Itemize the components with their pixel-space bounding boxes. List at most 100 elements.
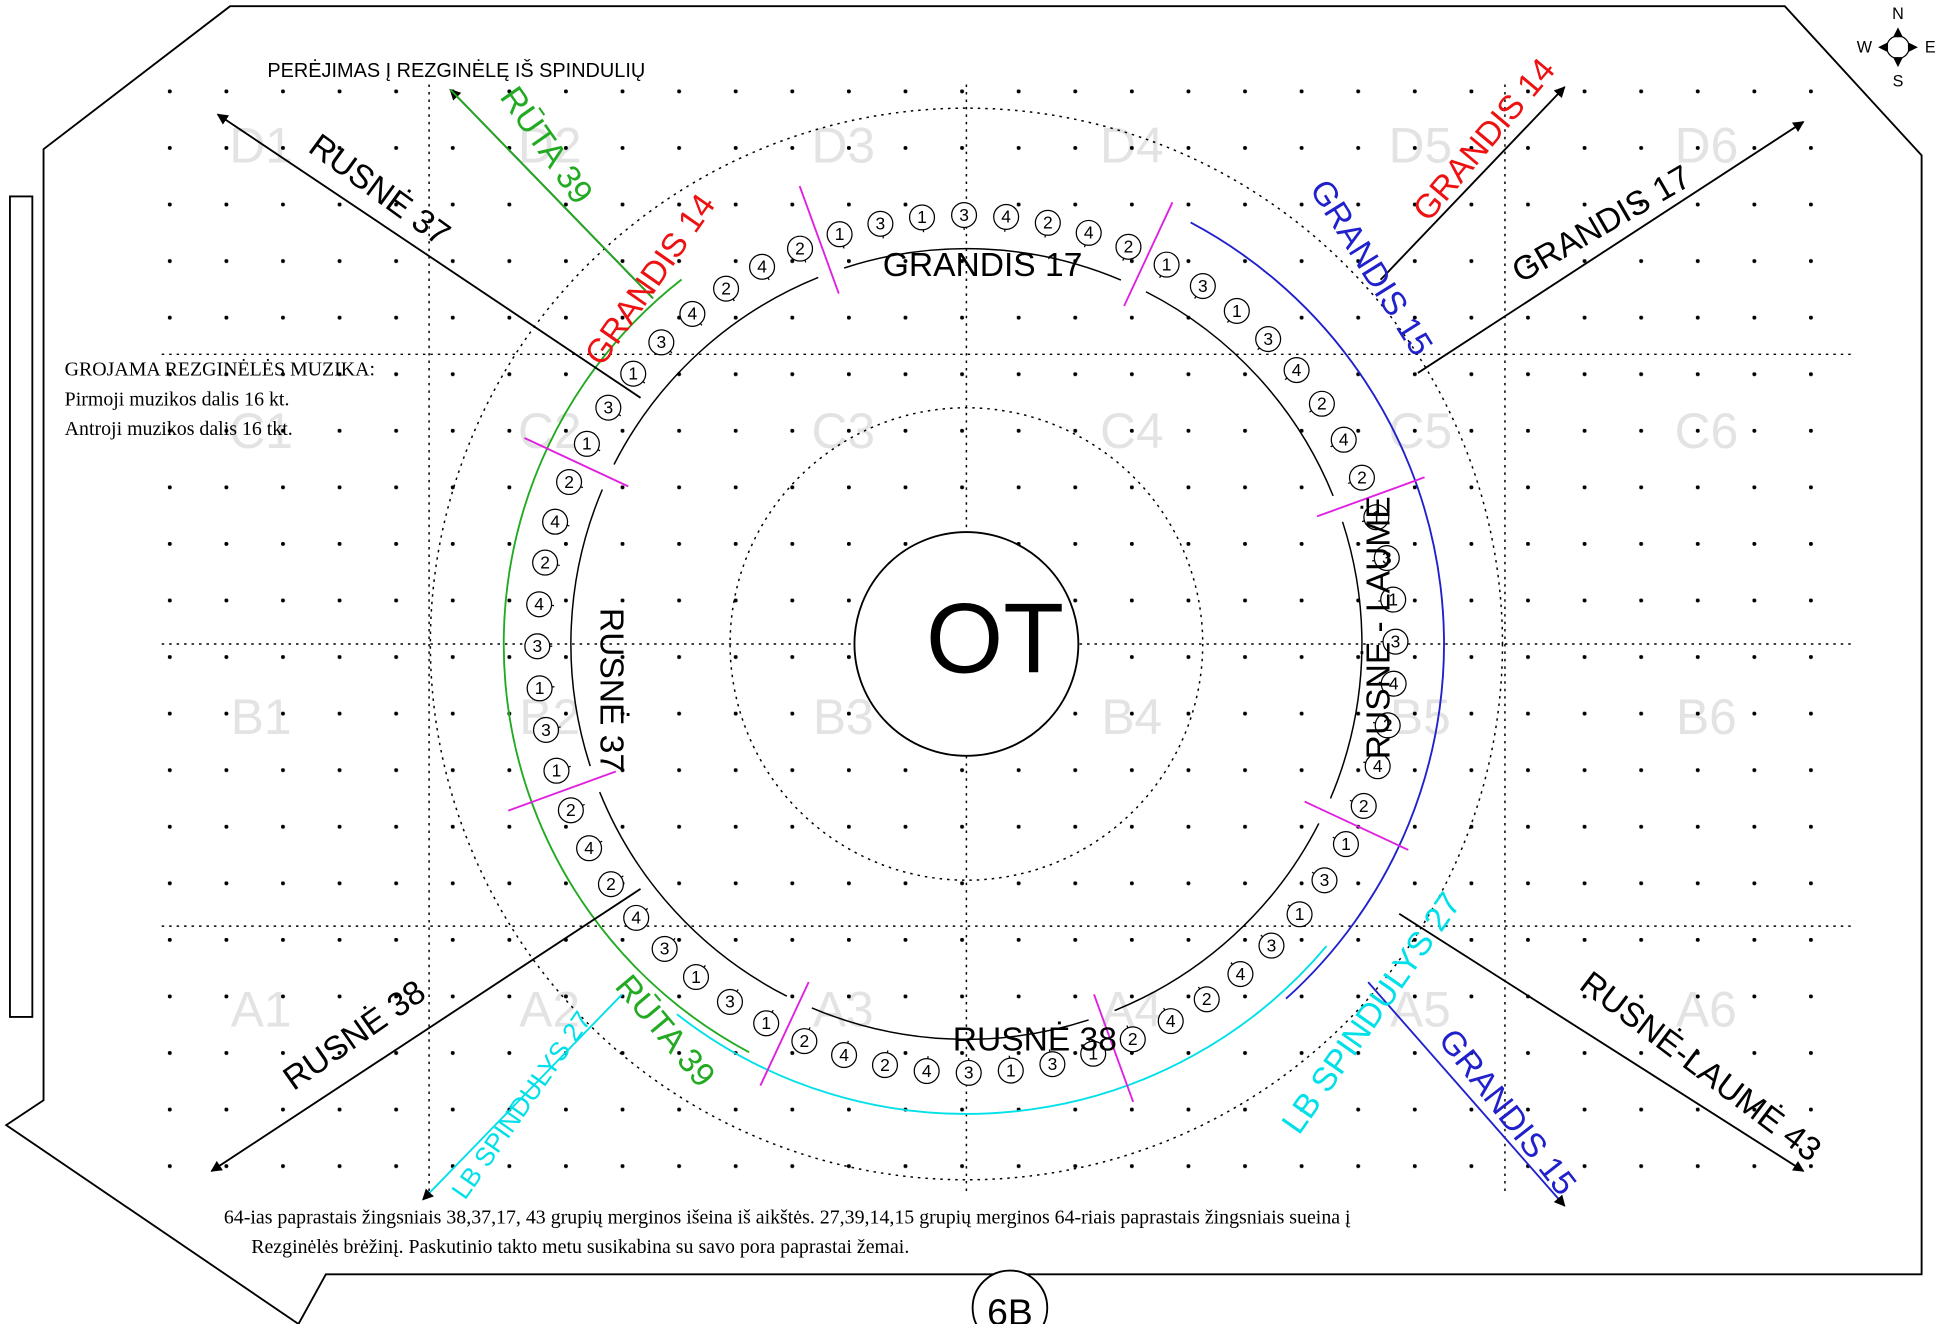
arc xyxy=(843,247,1122,281)
divider xyxy=(507,770,617,812)
group-label: RUSNĖ 37 xyxy=(593,608,630,772)
dancer xyxy=(1189,273,1216,300)
dancer xyxy=(716,988,744,1015)
dancer-number: 4 xyxy=(1373,756,1383,776)
music-note: Pirmoji muzikos dalis 16 kt. xyxy=(65,388,290,410)
dancer-number: 4 xyxy=(1389,674,1399,694)
dancer-number: 2 xyxy=(566,800,576,820)
dancer-number: 1 xyxy=(582,434,592,454)
side-bar xyxy=(9,195,34,1018)
dancer xyxy=(1153,251,1180,278)
dancer xyxy=(679,300,706,327)
dancer-number: 1 xyxy=(535,678,545,698)
dancer-number: 3 xyxy=(603,397,613,417)
dancer-number: 3 xyxy=(656,332,666,352)
dancer-number: 3 xyxy=(1391,631,1401,651)
dancer-number: 2 xyxy=(1043,213,1053,233)
footer-note: 64-ias paprastais žingsniais 38,37,17, 4… xyxy=(224,1206,1351,1228)
dancer-ring: 13 1 3 4 24213134242131342421313424213134242… xyxy=(507,185,1425,1103)
dancer-number: 4 xyxy=(688,304,698,324)
frame xyxy=(4,5,1923,1324)
dancer-number: 3 xyxy=(1048,1054,1058,1074)
dancer xyxy=(1075,219,1102,246)
arrows xyxy=(210,86,1805,1207)
music-note: Antroji muzikos dalis 16 tkt. xyxy=(65,418,293,440)
dancer xyxy=(1157,1008,1184,1035)
dancer-number: 4 xyxy=(1166,1011,1176,1031)
dancer-number: 3 xyxy=(660,939,670,959)
divider xyxy=(1316,476,1425,518)
dancer-number: 2 xyxy=(795,238,805,258)
page-label: 6B xyxy=(987,1291,1033,1324)
compass-n: N xyxy=(1892,5,1904,23)
dancer xyxy=(576,835,603,862)
dancer xyxy=(1364,753,1391,780)
group-label: GRANDIS 17 xyxy=(883,247,1083,284)
dancer xyxy=(1034,209,1061,236)
dancer-number: 1 xyxy=(1006,1060,1016,1080)
dancer xyxy=(955,1059,982,1086)
dancer-number: 3 xyxy=(1198,276,1208,296)
dancer xyxy=(1380,586,1407,613)
dancer-number: 1 xyxy=(1232,301,1242,321)
dancer xyxy=(1382,628,1409,655)
dancer-number: 4 xyxy=(922,1061,932,1081)
dancer xyxy=(1308,390,1335,417)
divider xyxy=(524,437,629,488)
dancer-number: 3 xyxy=(541,720,551,740)
dancer xyxy=(573,430,600,457)
dancer-number: 2 xyxy=(1357,468,1367,488)
dancer-number: 1 xyxy=(1162,254,1172,274)
dancer-number: 4 xyxy=(550,512,560,532)
dancer-number: 1 xyxy=(1372,507,1382,527)
divider xyxy=(798,185,840,294)
dancer xyxy=(620,360,647,387)
dancer xyxy=(682,963,710,991)
dancer xyxy=(913,1057,940,1085)
arc xyxy=(598,791,788,997)
dancer xyxy=(623,904,650,931)
dancer-number: 1 xyxy=(1088,1044,1098,1064)
arc xyxy=(1114,823,1320,1012)
dancer xyxy=(1330,426,1357,453)
dancer-number: 4 xyxy=(631,908,641,928)
dancer xyxy=(831,1042,858,1069)
dancer xyxy=(791,1028,818,1055)
compass-e: E xyxy=(1925,39,1936,57)
dancer-number: 2 xyxy=(540,552,550,572)
dancer xyxy=(1193,986,1220,1013)
dancer-number: 4 xyxy=(534,594,544,614)
dancer xyxy=(908,204,936,231)
dancer-number: 1 xyxy=(917,207,927,227)
dancer xyxy=(556,468,583,496)
dancer xyxy=(557,797,584,824)
dancer xyxy=(749,253,776,280)
footer-note: Rezginėlės brėžinį. Paskutinio takto met… xyxy=(251,1236,909,1258)
compass-s: S xyxy=(1893,72,1904,90)
divider xyxy=(1093,994,1135,1103)
dancer xyxy=(753,1010,780,1037)
dancer xyxy=(1311,867,1338,894)
arc xyxy=(676,945,1328,1115)
dancer-number: 1 xyxy=(1341,834,1351,854)
dancer-number: 4 xyxy=(757,257,767,277)
dancer xyxy=(1227,960,1254,988)
dancer-number: 1 xyxy=(628,364,638,384)
dancer xyxy=(542,508,569,535)
dancer-number: 1 xyxy=(691,967,701,987)
dancer xyxy=(1374,712,1401,739)
dancer-number: 2 xyxy=(1128,1029,1138,1049)
dancer xyxy=(651,935,678,962)
dancer xyxy=(1258,932,1285,959)
compass-w: W xyxy=(1857,39,1873,57)
dancer-number: 2 xyxy=(606,874,616,894)
dancer-number: 3 xyxy=(725,992,735,1012)
dancer xyxy=(1283,357,1310,384)
arc xyxy=(1329,521,1363,799)
dancer-number: 1 xyxy=(761,1013,771,1033)
dancer xyxy=(532,716,560,743)
arcs xyxy=(502,221,1445,1115)
page-label-circle xyxy=(971,1269,1049,1324)
dancer xyxy=(951,202,978,229)
